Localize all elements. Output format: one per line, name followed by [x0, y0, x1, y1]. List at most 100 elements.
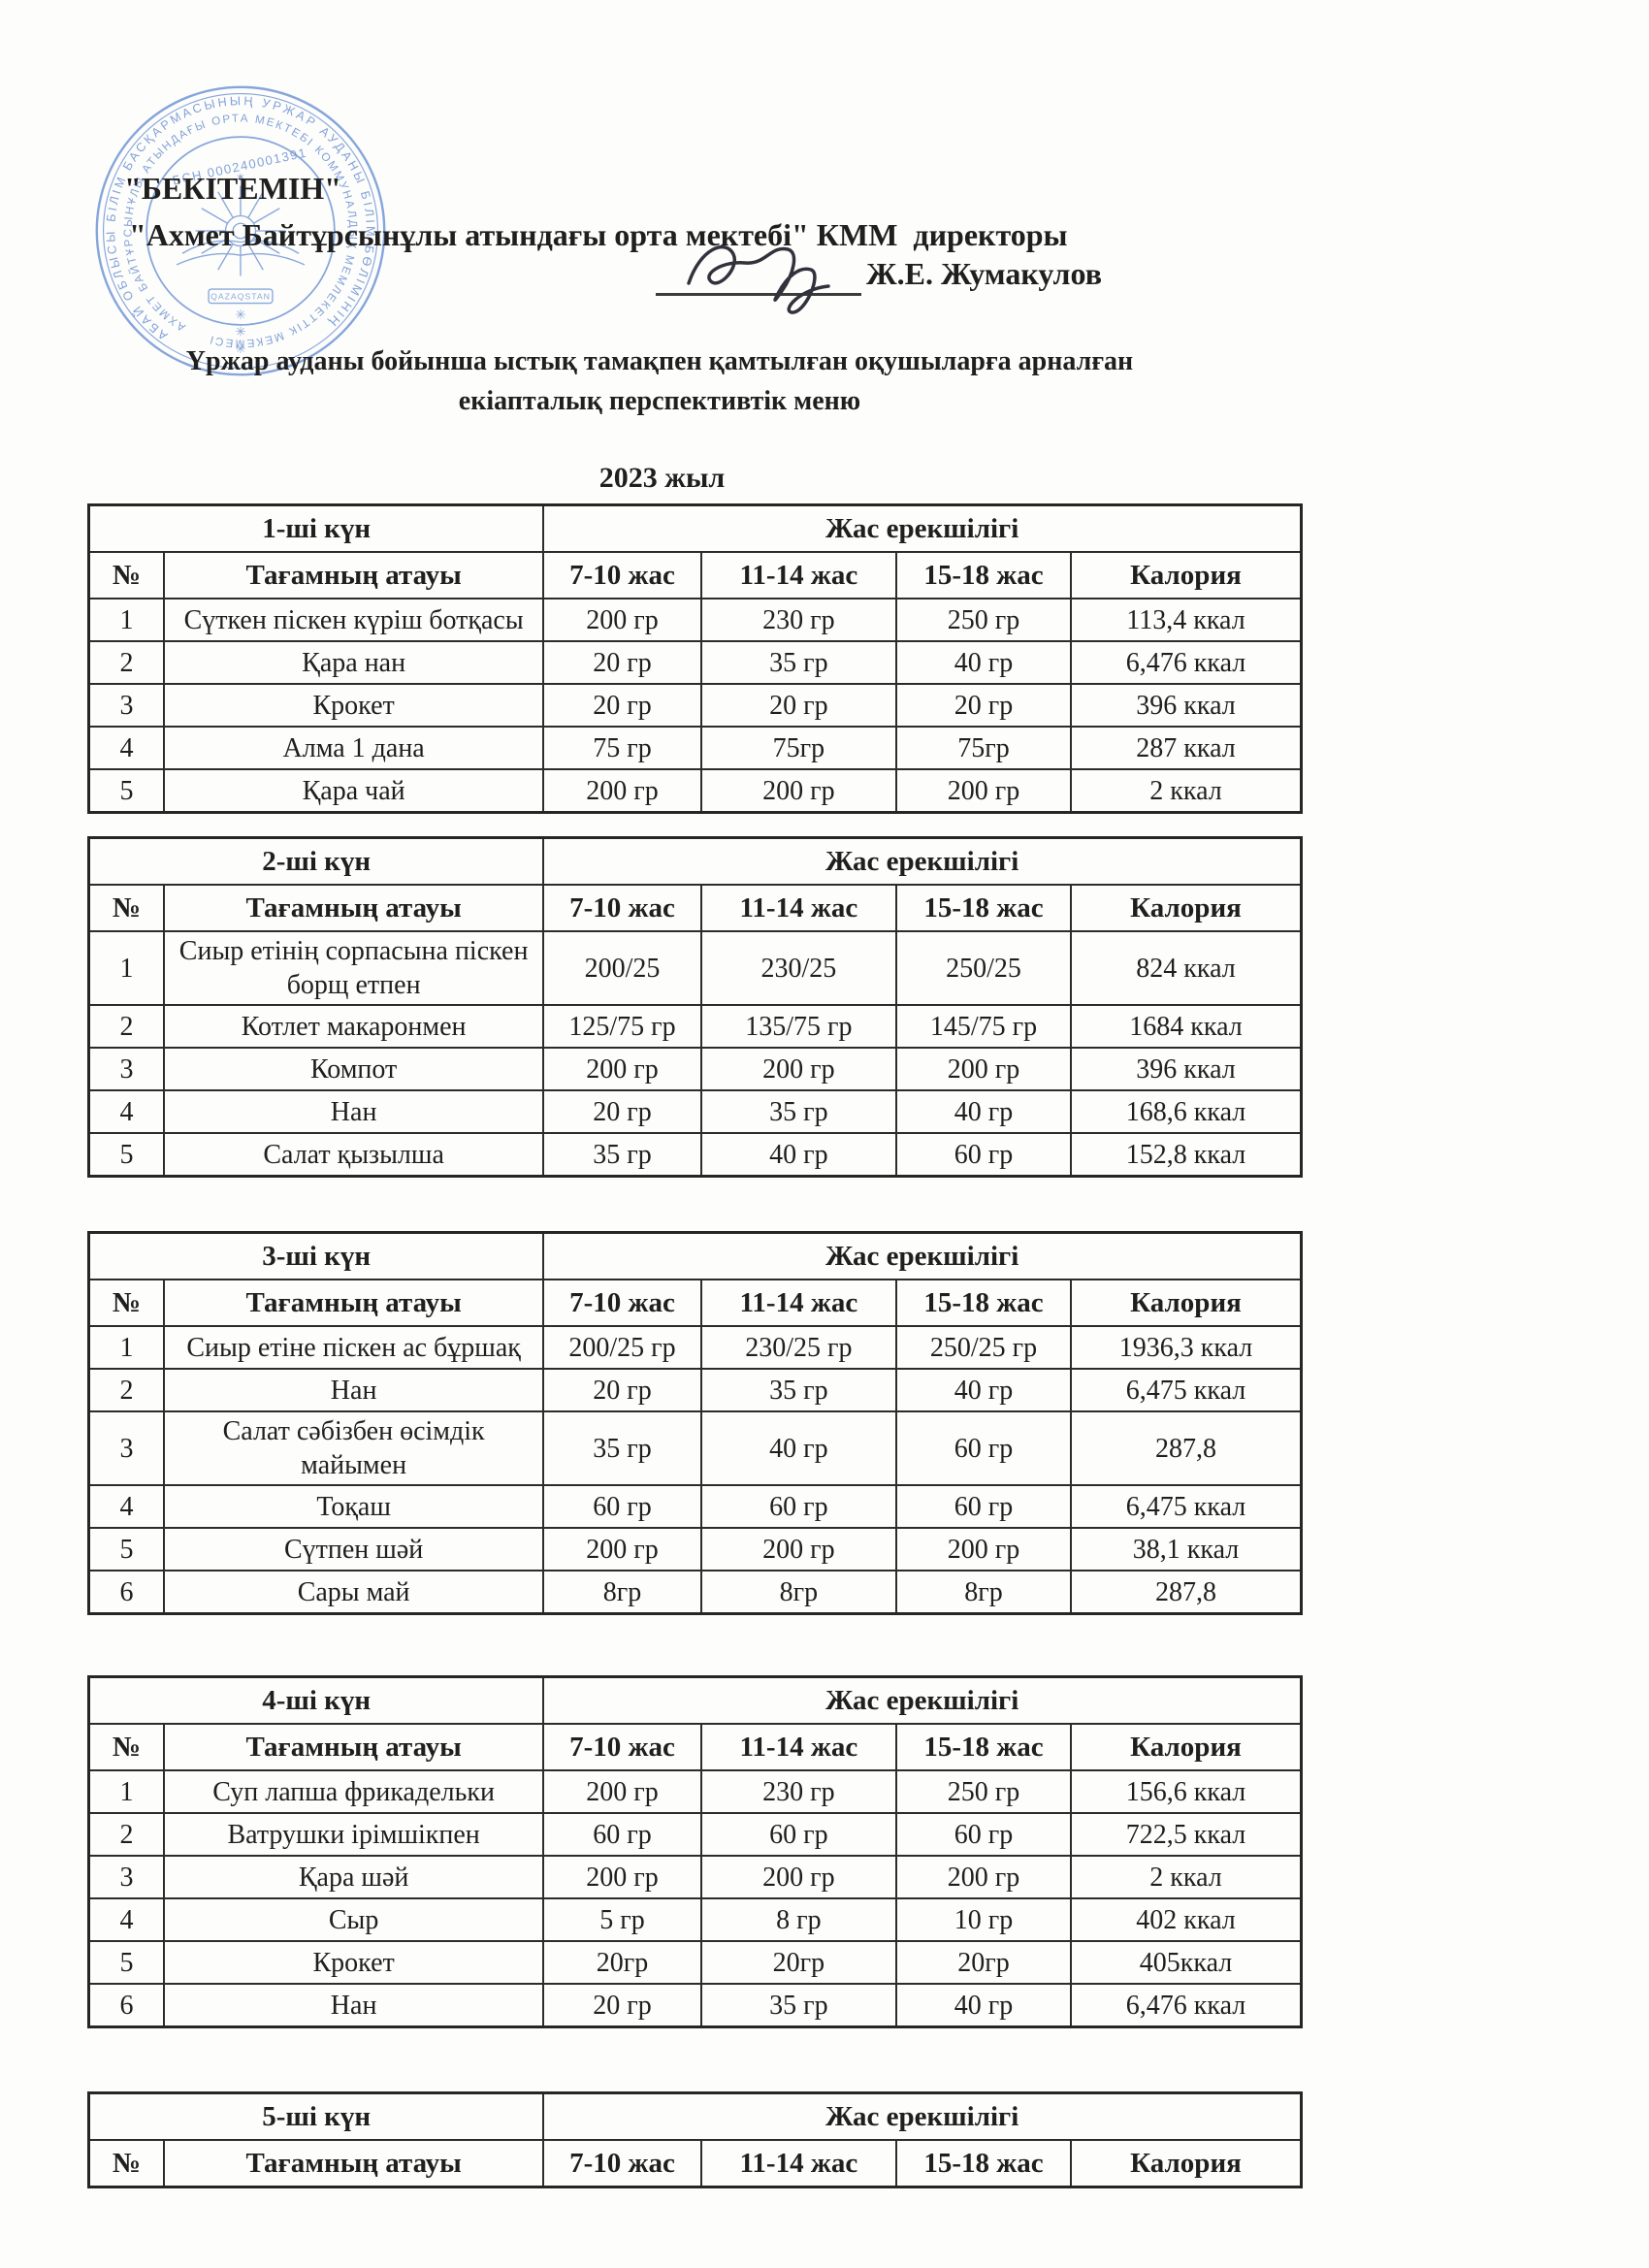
portion-7-10: 20 гр [542, 640, 702, 685]
document-subtitle: Үржар ауданы бойынша ыстық тамақпен қамт… [116, 341, 1203, 421]
portion-15-18: 60 гр [895, 1484, 1072, 1529]
school-stamp: АБАЙ ОБЛЫСЫ БІЛІМ БАСҚАРМАСЫНЫҢ УРЖАР АУ… [90, 81, 391, 381]
day-label: 3-ші күн [87, 1231, 545, 1280]
col-calories: Калория [1070, 551, 1303, 599]
calories: 396 ккал [1070, 1047, 1303, 1091]
row-number: 2 [87, 1004, 165, 1049]
col-age-11-14: 11-14 жас [699, 1279, 898, 1327]
portion-7-10: 200 гр [542, 1769, 702, 1814]
dish-name: Қара чай [162, 768, 545, 814]
dish-name: Сүткен піскен күріш ботқасы [162, 598, 545, 642]
calories: 156,6 ккал [1070, 1769, 1303, 1814]
portion-15-18: 20гр [895, 1940, 1072, 1985]
portion-15-18: 200 гр [895, 768, 1072, 814]
row-number: 5 [87, 768, 165, 814]
menu-row: 5 Крокет 20гр 20гр 20гр 405ккал [87, 1940, 1303, 1985]
day-header-row: 2-ші күн Жас ерекшілігі [87, 836, 1303, 886]
emblem-caption: QAZAQSTAN [210, 292, 271, 302]
day-label: 1-ші күн [87, 503, 545, 553]
menu-rows: 1 Сиыр етіне піскен ас бұршақ 200/25 гр 230… [87, 1325, 1303, 1615]
portion-15-18: 200 гр [895, 1855, 1072, 1899]
portion-11-14: 230 гр [699, 1769, 898, 1814]
portion-15-18: 250 гр [895, 1769, 1072, 1814]
row-number: 4 [87, 1897, 165, 1942]
portion-15-18: 40 гр [895, 1089, 1072, 1134]
calories: 2 ккал [1070, 1855, 1303, 1899]
menu-row: 1 Сиыр етінің сорпасына піскен борщ етпен… [87, 930, 1303, 1006]
portion-7-10: 20 гр [542, 683, 702, 728]
col-age-7-10: 7-10 жас [542, 2139, 702, 2188]
menu-row: 6 Сары май 8гр 8гр 8гр 287,8 [87, 1570, 1303, 1615]
day-header-row: 5-ші күн Жас ерекшілігі [87, 2091, 1303, 2141]
col-calories: Калория [1070, 1723, 1303, 1771]
portion-15-18: 60 гр [895, 1812, 1072, 1857]
approval-label: "БЕКІТЕМІН" [124, 171, 341, 206]
portion-7-10: 35 гр [542, 1132, 702, 1178]
menu-row: 1 Сүткен піскен күріш ботқасы 200 гр 230 гр… [87, 598, 1303, 642]
row-number: 3 [87, 1047, 165, 1091]
col-age-15-18: 15-18 жас [895, 884, 1072, 932]
row-number: 1 [87, 598, 165, 642]
col-number: № [87, 2139, 165, 2188]
dish-name: Нан [162, 1983, 545, 2028]
menu-row: 5 Сүтпен шәй 200 гр 200 гр 200 гр 38,1 ккал [87, 1527, 1303, 1571]
portion-7-10: 35 гр [542, 1410, 702, 1486]
col-age-11-14: 11-14 жас [699, 884, 898, 932]
calories: 6,475 ккал [1070, 1484, 1303, 1529]
menu-row: 2 Нан 20 гр 35 гр 40 гр 6,475 ккал [87, 1368, 1303, 1412]
menu-row: 4 Алма 1 дана 75 гр 75гр 75гр 287 ккал [87, 726, 1303, 770]
row-number: 2 [87, 1812, 165, 1857]
column-header-row: № Тағамның атауы 7-10 жас 11-14 жас 15-1… [87, 884, 1303, 932]
portion-11-14: 200 гр [699, 1047, 898, 1091]
portion-7-10: 60 гр [542, 1812, 702, 1857]
column-header-row: № Тағамның атауы 7-10 жас 11-14 жас 15-1… [87, 551, 1303, 599]
col-dish-name: Тағамның атауы [162, 1723, 545, 1771]
calories: 287,8 [1070, 1410, 1303, 1486]
portion-15-18: 60 гр [895, 1132, 1072, 1178]
portion-15-18: 75гр [895, 726, 1072, 770]
calories: 287 ккал [1070, 726, 1303, 770]
portion-7-10: 200 гр [542, 1855, 702, 1899]
dish-name: Қара нан [162, 640, 545, 685]
portion-15-18: 200 гр [895, 1527, 1072, 1571]
portion-15-18: 250/25 [895, 930, 1072, 1006]
row-number: 3 [87, 1855, 165, 1899]
calories: 2 ккал [1070, 768, 1303, 814]
calories: 1936,3 ккал [1070, 1325, 1303, 1370]
portion-7-10: 60 гр [542, 1484, 702, 1529]
age-group-label: Жас ерекшілігі [542, 1675, 1303, 1725]
col-calories: Калория [1070, 884, 1303, 932]
row-number: 1 [87, 1325, 165, 1370]
row-number: 1 [87, 1769, 165, 1814]
stamp-asterisk-icon: ✳ [235, 341, 245, 356]
col-age-11-14: 11-14 жас [699, 1723, 898, 1771]
menu-table: 1-ші күн Жас ерекшілігі № Тағамның атауы… [87, 503, 1303, 814]
portion-7-10: 5 гр [542, 1897, 702, 1942]
dish-name: Нан [162, 1368, 545, 1412]
age-group-label: Жас ерекшілігі [542, 2091, 1303, 2141]
dish-name: Сиыр етінің сорпасына піскен борщ етпен [162, 930, 545, 1006]
emblem-icon [176, 185, 306, 305]
portion-7-10: 75 гр [542, 726, 702, 770]
menu-row: 2 Котлет макаронмен 125/75 гр 135/75 гр 145/… [87, 1004, 1303, 1049]
col-age-7-10: 7-10 жас [542, 1723, 702, 1771]
col-age-7-10: 7-10 жас [542, 551, 702, 599]
calories: 6,475 ккал [1070, 1368, 1303, 1412]
row-number: 2 [87, 640, 165, 685]
portion-11-14: 20 гр [699, 683, 898, 728]
col-age-11-14: 11-14 жас [699, 551, 898, 599]
menu-table: 3-ші күн Жас ерекшілігі № Тағамның атауы… [87, 1231, 1303, 1615]
col-age-15-18: 15-18 жас [895, 551, 1072, 599]
portion-7-10: 20 гр [542, 1983, 702, 2028]
day-label: 2-ші күн [87, 836, 545, 886]
menu-rows: 1 Сүткен піскен күріш ботқасы 200 гр 230 гр… [87, 598, 1303, 814]
day-header-row: 1-ші күн Жас ерекшілігі [87, 503, 1303, 553]
portion-7-10: 200 гр [542, 598, 702, 642]
col-age-15-18: 15-18 жас [895, 2139, 1072, 2188]
col-number: № [87, 884, 165, 932]
menu-tables: 1-ші күн Жас ерекшілігі № Тағамның атауы… [87, 503, 1303, 2188]
col-dish-name: Тағамның атауы [162, 884, 545, 932]
dish-name: Салат сәбізбен өсімдік майымен [162, 1410, 545, 1486]
row-number: 5 [87, 1940, 165, 1985]
